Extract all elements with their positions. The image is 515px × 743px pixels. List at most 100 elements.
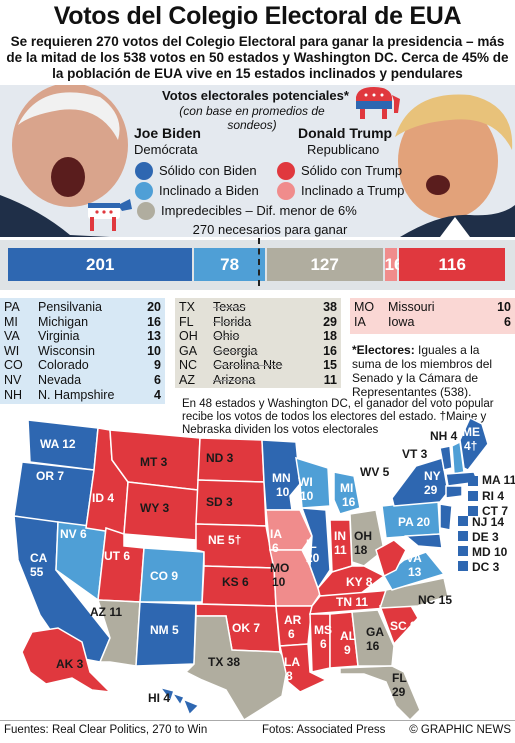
state-votes: 15 [323, 358, 337, 373]
map-label: 9 [344, 643, 351, 657]
map-label: 16 [366, 639, 380, 653]
state-votes: 29 [323, 314, 337, 329]
map-label: WV 5 [360, 465, 390, 479]
map-label: WA 12 [40, 437, 76, 451]
state-name: N. Hampshire [38, 387, 115, 402]
state-va [383, 551, 446, 591]
map-label: AR [284, 613, 302, 627]
state-abbr: FL [179, 314, 194, 329]
small-state-keys [458, 476, 478, 571]
key-ri [468, 491, 478, 501]
state-mi [333, 471, 361, 515]
map-label: OH [354, 529, 372, 543]
threshold-marker [258, 238, 261, 286]
footer-sources: Fuentes: Real Clear Politics, 270 to Win [4, 724, 208, 736]
needed-to-win: 270 necesarios para ganar [192, 222, 348, 237]
state-name: Nevada [38, 372, 82, 387]
map-label: NY [424, 469, 441, 483]
map-label: NC 15 [418, 593, 452, 607]
swatch-solid-biden [135, 162, 153, 180]
trump-name: Donald Trump [298, 125, 393, 141]
state-name: Iowa [388, 314, 415, 329]
state-la [279, 643, 328, 693]
map-label: WY 3 [140, 501, 169, 515]
map-label: LA [284, 655, 300, 669]
donkey-icon [88, 199, 132, 231]
state-votes: 10 [497, 300, 511, 314]
state-row: PA Pensilvania 20 [0, 300, 165, 315]
swatch-lean-trump [277, 182, 295, 200]
map-label: OK 7 [232, 621, 260, 635]
map-label: DC 3 [472, 560, 500, 574]
state-votes: 38 [323, 300, 337, 314]
map-label: MS [314, 623, 332, 637]
state-abbr: NC [179, 358, 198, 373]
map-label: MA 11 [482, 473, 515, 487]
state-mn [261, 439, 301, 511]
state-votes: 10 [147, 343, 161, 358]
map-label: MD 10 [472, 545, 508, 559]
state-row: AZ Arizona 11 [175, 373, 341, 388]
state-votes: 20 [147, 300, 161, 314]
map-label: 10 [300, 489, 314, 503]
map-label: DE 3 [472, 530, 499, 544]
state-abbr: PA [4, 300, 20, 314]
state-votes: 6 [154, 372, 161, 387]
state-name: Arizona [213, 372, 256, 387]
map-label: MN [272, 471, 291, 485]
map-label: VT 3 [402, 447, 428, 461]
map-label: 55 [30, 565, 44, 579]
state-row: VA Virginia 13 [0, 329, 165, 344]
map-label: UT 6 [104, 549, 130, 563]
state-abbr: AZ [179, 372, 195, 387]
map-label: 6 [288, 627, 295, 641]
state-abbr: GA [179, 343, 198, 358]
map-label: TX 38 [208, 655, 240, 669]
state-name: Missouri [388, 300, 435, 314]
legend-title: Votos electorales potenciales* [162, 88, 349, 103]
map-label: IA [270, 527, 282, 541]
map-label: RI 4 [482, 489, 504, 503]
state-votes: 18 [323, 329, 337, 344]
state-name: Pensilvania [38, 300, 102, 314]
state-name: Texas [213, 300, 246, 314]
map-label: AL [340, 629, 356, 643]
map-label: KY 8 [346, 575, 373, 589]
key-de [458, 531, 468, 541]
map-label: MO [270, 561, 289, 575]
state-tx [184, 615, 289, 720]
map-label: WI [298, 475, 313, 489]
state-ia [265, 509, 313, 551]
bar-segment-1: 78 [194, 248, 265, 281]
map-label: NM 5 [150, 623, 179, 637]
state-votes: 16 [147, 314, 161, 329]
state-votes: 13 [147, 329, 161, 344]
map-label: 8 [286, 669, 293, 683]
state-ak [21, 627, 113, 693]
state-name: Michigan [38, 314, 89, 329]
map-label: ID 4 [92, 491, 114, 505]
map-label: KS 6 [222, 575, 249, 589]
state-abbr: CO [4, 358, 23, 373]
map-label: OR 7 [36, 469, 64, 483]
map-label: ME [462, 425, 480, 439]
lean-biden-list: PA Pensilvania 20 MI Michigan 16 VA Virginia 13 W… [0, 298, 165, 404]
map-label: AK 3 [56, 657, 84, 671]
state-abbr: NH [4, 387, 23, 402]
map-label: NJ 14 [472, 515, 504, 529]
map-label: 20 [306, 551, 320, 565]
electors-note: *Electores: Iguales a la suma de los mie… [352, 343, 493, 399]
state-name: Wisconsin [38, 343, 95, 358]
state-row: FL Florida 29 [175, 315, 341, 330]
state-name: Ohio [213, 329, 240, 344]
state-nc [378, 577, 449, 609]
state-abbr: VA [4, 329, 20, 344]
map-label: 10 [272, 575, 286, 589]
map-label: 18 [354, 543, 368, 557]
map-label: TN 11 [336, 595, 368, 609]
state-name: Virginia [38, 329, 80, 344]
map-label: SC 9 [390, 619, 417, 633]
state-abbr: MO [354, 300, 375, 314]
map-label: ND 3 [206, 451, 234, 465]
